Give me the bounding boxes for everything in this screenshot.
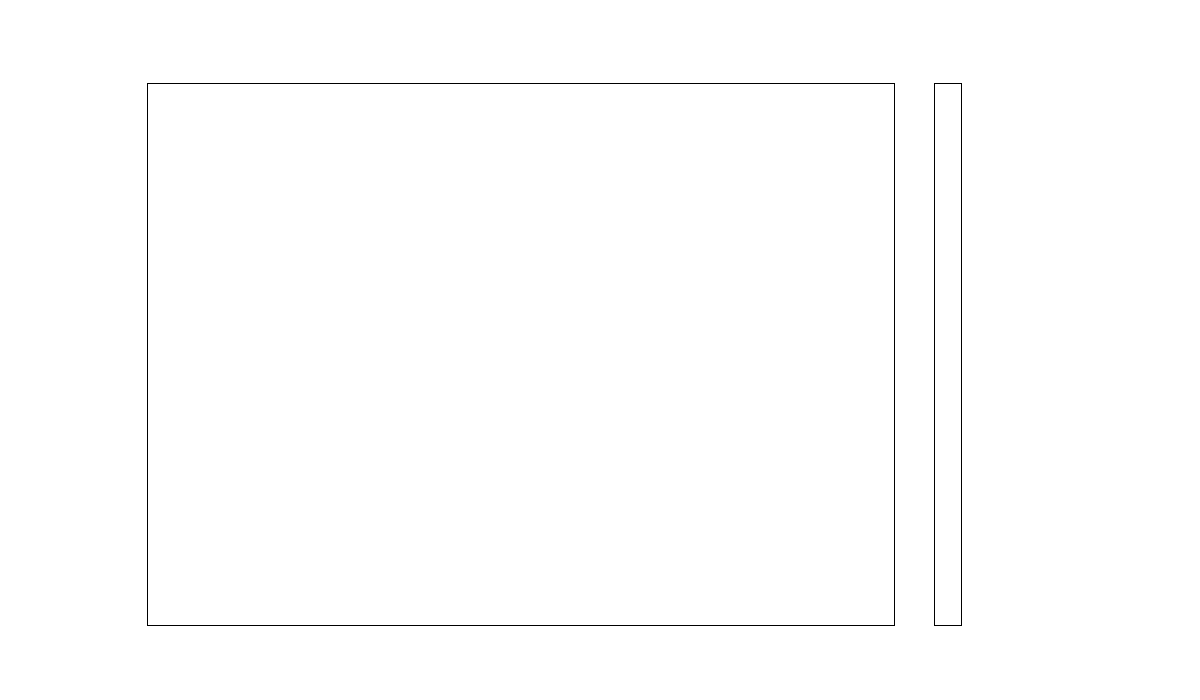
plot-area: [147, 83, 895, 626]
heatmap-canvas: [148, 84, 894, 625]
colorbar-gradient: [935, 84, 961, 625]
colorbar: [934, 83, 962, 626]
